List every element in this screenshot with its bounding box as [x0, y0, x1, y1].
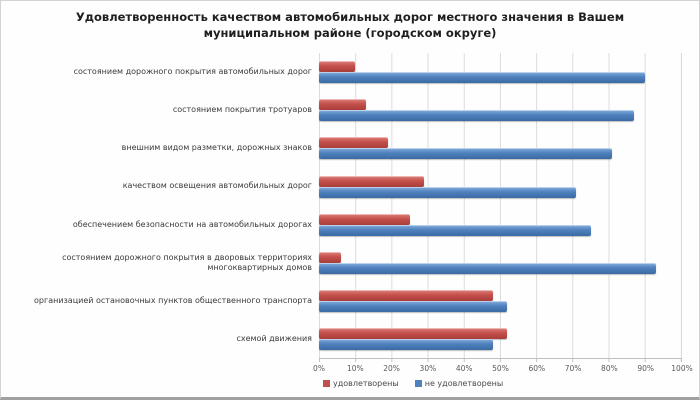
bar-group	[319, 320, 682, 359]
x-tick-label: 50%	[492, 363, 509, 373]
bar-unsatisfied	[319, 301, 508, 313]
bar-unsatisfied	[319, 339, 493, 351]
category-label: обеспечением безопасности на автомобильн…	[72, 219, 312, 229]
chart-row: состоянием дорожного покрытия автомобиль…	[1, 53, 699, 92]
x-axis-line	[319, 357, 682, 359]
chart-row: внешним видом разметки, дорожных знаков	[1, 129, 699, 168]
category-label: внешним видом разметки, дорожных знаков	[121, 143, 312, 153]
bar-group	[319, 205, 682, 244]
bar-group	[319, 53, 682, 92]
category-label: состоянием покрытия тротуаров	[172, 105, 312, 115]
x-tick-label: 80%	[601, 363, 618, 373]
bar-unsatisfied	[319, 186, 577, 198]
x-axis-labels: 0% 10% 20% 30% 40% 50% 60% 70% 80% 90% 100%	[313, 362, 693, 374]
x-tick-label: 70%	[564, 363, 582, 373]
bar-group	[319, 282, 682, 321]
category-label: организацией остановочных пунктов общест…	[34, 296, 312, 306]
x-tick-label: 30%	[419, 363, 437, 373]
bar-group	[319, 91, 682, 130]
category-label: состоянием дорожного покрытия автомобиль…	[73, 66, 312, 76]
bar-satisfied	[319, 175, 424, 187]
bar-unsatisfied	[319, 72, 645, 84]
bar-satisfied	[319, 213, 410, 225]
legend: удовлетворены не удовлетворены	[1, 379, 699, 388]
bar-group	[319, 243, 682, 283]
chart-row: качеством освещения автомобильных дорог	[1, 167, 699, 206]
x-tick-label: 60%	[528, 363, 546, 373]
category-label: схемой движения	[236, 334, 312, 344]
chart-row: состоянием покрытия тротуаров	[1, 91, 699, 130]
bar-satisfied	[319, 61, 356, 73]
x-tick-label: 100%	[671, 363, 693, 373]
x-tick-label: 10%	[346, 363, 364, 373]
bar-group	[319, 167, 682, 206]
chart-row: организацией остановочных пунктов общест…	[1, 282, 699, 321]
bar-satisfied	[319, 252, 341, 264]
bar-satisfied	[319, 328, 508, 340]
bar-satisfied	[319, 99, 367, 111]
chart-row: обеспечением безопасности на автомобильн…	[1, 205, 699, 244]
unsatisfied-legend-marker-icon	[414, 379, 422, 387]
chart-row: схемой движения	[1, 320, 699, 359]
legend-item-unsatisfied: не удовлетворены	[414, 378, 504, 388]
bar-satisfied	[319, 137, 388, 149]
chart-row: состоянием дорожного покрытия в дворовых…	[1, 243, 699, 283]
plot-area: состоянием дорожного покрытия автомобиль…	[1, 53, 699, 359]
x-tick-label: 90%	[637, 363, 655, 373]
satisfied-legend-marker-icon	[323, 379, 330, 387]
category-label: качеством освещения автомобильных дорог	[122, 181, 312, 191]
x-axis-ticks	[319, 358, 682, 362]
bar-group	[319, 129, 682, 168]
x-tick-label: 20%	[383, 363, 400, 373]
bar-unsatisfied	[319, 110, 634, 122]
x-tick-label: 40%	[455, 363, 473, 373]
bar-satisfied	[319, 290, 493, 302]
x-tick-label: 0%	[313, 363, 325, 373]
chart-title: Удовлетворенность качеством автомобильны…	[75, 10, 625, 41]
category-label: состоянием дорожного покрытия в дворовых…	[62, 252, 312, 273]
bar-unsatisfied	[319, 148, 613, 160]
bar-unsatisfied	[319, 263, 656, 275]
bar-unsatisfied	[319, 224, 591, 236]
legend-item-satisfied: удовлетворены	[323, 379, 399, 388]
legend-label-satisfied: удовлетворены	[333, 378, 399, 388]
legend-label-unsatisfied: не удовлетворены	[424, 378, 504, 388]
